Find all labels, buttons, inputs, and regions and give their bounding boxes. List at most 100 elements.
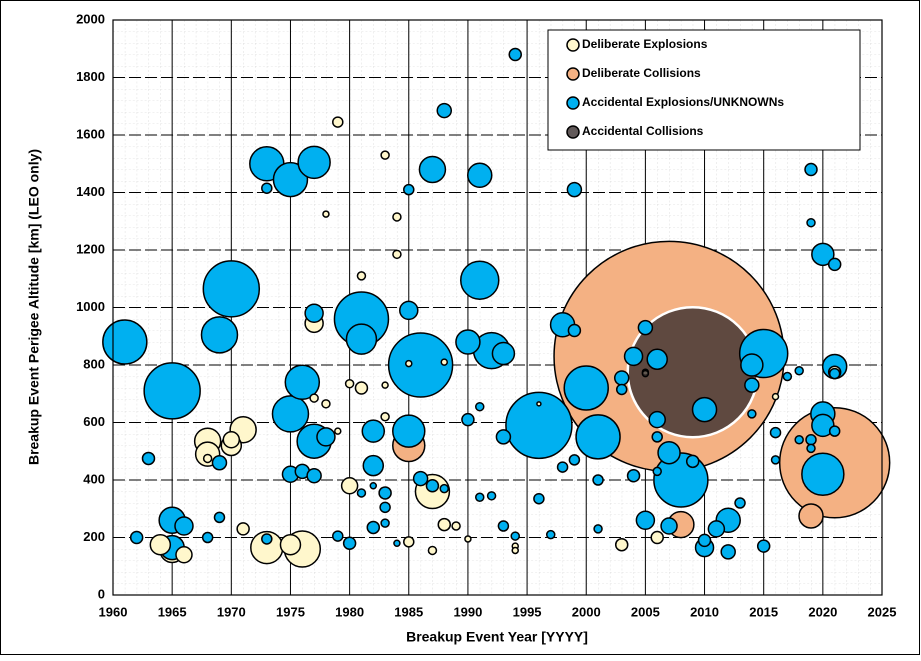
- bubble: [356, 488, 367, 498]
- x-tick-label: 1970: [217, 604, 246, 619]
- bubble: [740, 353, 764, 377]
- legend-label: Accidental Collisions: [582, 124, 704, 138]
- bubble: [149, 533, 172, 556]
- bubble: [615, 383, 628, 396]
- bubble: [691, 396, 718, 423]
- x-tick-label: 2010: [690, 604, 719, 619]
- bubble: [794, 366, 804, 376]
- bubble: [652, 466, 662, 477]
- bubble: [798, 503, 824, 529]
- bubble: [497, 520, 510, 532]
- y-tick-label: 1200: [76, 241, 105, 256]
- bubble: [460, 260, 500, 300]
- bubble: [342, 536, 357, 550]
- bubble: [794, 435, 804, 445]
- bubble: [827, 257, 842, 272]
- bubble: [200, 316, 239, 354]
- bubble: [129, 530, 144, 545]
- bubble: [770, 455, 781, 465]
- bubble: [369, 482, 378, 490]
- y-tick-label: 0: [98, 586, 105, 601]
- bubble: [568, 454, 581, 466]
- bubble: [403, 536, 415, 548]
- x-tick-label: 2025: [868, 604, 897, 619]
- bubble: [427, 545, 438, 556]
- bubble: [344, 378, 355, 389]
- bubble: [272, 161, 309, 198]
- bubble: [648, 410, 666, 429]
- bubble: [613, 370, 630, 386]
- x-axis-title: Breakup Event Year [YYYY]: [406, 629, 588, 645]
- bubble: [467, 162, 493, 188]
- bubble: [392, 249, 402, 260]
- bubble: [511, 546, 519, 555]
- bubble: [261, 182, 273, 194]
- bubble: [271, 395, 310, 433]
- x-tick-label: 1985: [394, 604, 423, 619]
- bubble: [322, 210, 330, 218]
- bubble: [102, 319, 148, 365]
- bubble: [769, 426, 782, 439]
- x-tick-label: 1960: [99, 604, 128, 619]
- bubble: [279, 533, 302, 556]
- bubble: [392, 212, 402, 222]
- bubble: [505, 391, 573, 460]
- bubble: [392, 414, 426, 448]
- labels: 1960 1965 1970 1975 1980 1985 1990 1995 2000 2005…: [76, 11, 896, 619]
- legend-label: Deliberate Explosions: [582, 37, 708, 51]
- bubble: [261, 533, 273, 545]
- x-tick-label: 1975: [276, 604, 305, 619]
- bubble: [685, 454, 700, 469]
- bubble: [418, 155, 447, 184]
- legend-label: Accidental Explosions/UNKNOWNs: [582, 95, 784, 109]
- bubble: [297, 145, 331, 180]
- bubble: [805, 434, 817, 446]
- bubble: [575, 414, 621, 460]
- bubble: [801, 452, 845, 496]
- bubble: [635, 510, 656, 530]
- bubble: [828, 367, 841, 380]
- bubble: [614, 537, 629, 552]
- bubble: [399, 300, 419, 321]
- bubble: [623, 346, 644, 367]
- bubble: [380, 518, 390, 528]
- bubble: [403, 183, 415, 196]
- bubble: [563, 365, 609, 411]
- bubble: [697, 533, 712, 548]
- bubble: [828, 425, 841, 437]
- bubble: [566, 181, 583, 198]
- x-tick-label: 2015: [749, 604, 778, 619]
- bubble: [175, 546, 193, 564]
- bubble: [361, 419, 386, 443]
- bubble: [143, 362, 201, 420]
- bubble: [387, 332, 454, 398]
- bubble: [436, 102, 453, 119]
- bubbles: [102, 47, 891, 568]
- bubble: [626, 468, 641, 483]
- bubble: [744, 377, 760, 393]
- bubble: [495, 429, 512, 445]
- bubble: [451, 521, 461, 531]
- bubble: [464, 535, 472, 543]
- bubble: [379, 501, 391, 514]
- legend-marker: [566, 125, 580, 139]
- x-tick-label: 1980: [335, 604, 364, 619]
- bubble: [174, 516, 194, 536]
- bubble: [412, 470, 429, 487]
- bubble: [366, 520, 381, 535]
- bubble: [437, 517, 452, 532]
- bubble: [455, 329, 481, 355]
- bubble: [202, 453, 213, 464]
- bubble: [475, 492, 485, 502]
- legend-marker: [566, 38, 580, 52]
- bubble: [340, 477, 359, 495]
- bubble: [332, 116, 344, 128]
- x-tick-label: 1990: [453, 604, 482, 619]
- x-tick-label: 2020: [808, 604, 837, 619]
- y-tick-label: 2000: [76, 11, 105, 26]
- bubble: [756, 539, 771, 553]
- bubble: [734, 497, 746, 509]
- bubble: [533, 492, 545, 505]
- bubble: [804, 162, 818, 177]
